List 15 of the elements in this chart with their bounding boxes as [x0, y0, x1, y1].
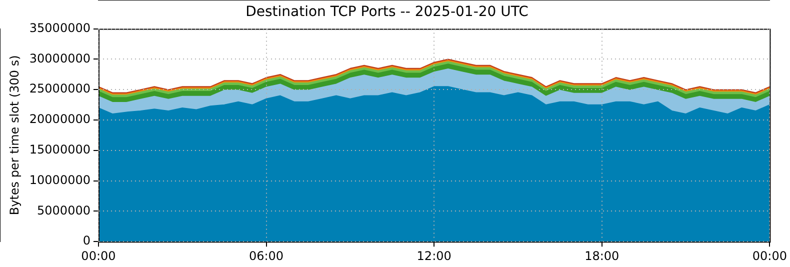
x-tick-label: 00:00	[81, 248, 116, 263]
y-axis-title: Bytes per time slot (300 s)	[7, 55, 22, 216]
y-tick-label: 30000000	[29, 51, 90, 66]
x-tick-label: 18:00	[584, 248, 620, 263]
y-tick-label: 5000000	[37, 203, 90, 218]
y-tick-label: 35000000	[29, 20, 90, 35]
y-tick-label: 0	[82, 234, 90, 248]
y-tick-label: 20000000	[29, 112, 90, 126]
y-tick-label: 10000000	[29, 172, 90, 187]
x-tick-label: 06:00	[248, 248, 284, 263]
y-tick-label: 15000000	[29, 142, 90, 157]
y-tick-label: 25000000	[29, 82, 90, 96]
x-tick-label: 00:00	[752, 248, 788, 263]
chart-title: Destination TCP Ports -- 2025-01-20 UTC	[246, 4, 529, 20]
x-tick-label: 12:00	[416, 248, 452, 263]
